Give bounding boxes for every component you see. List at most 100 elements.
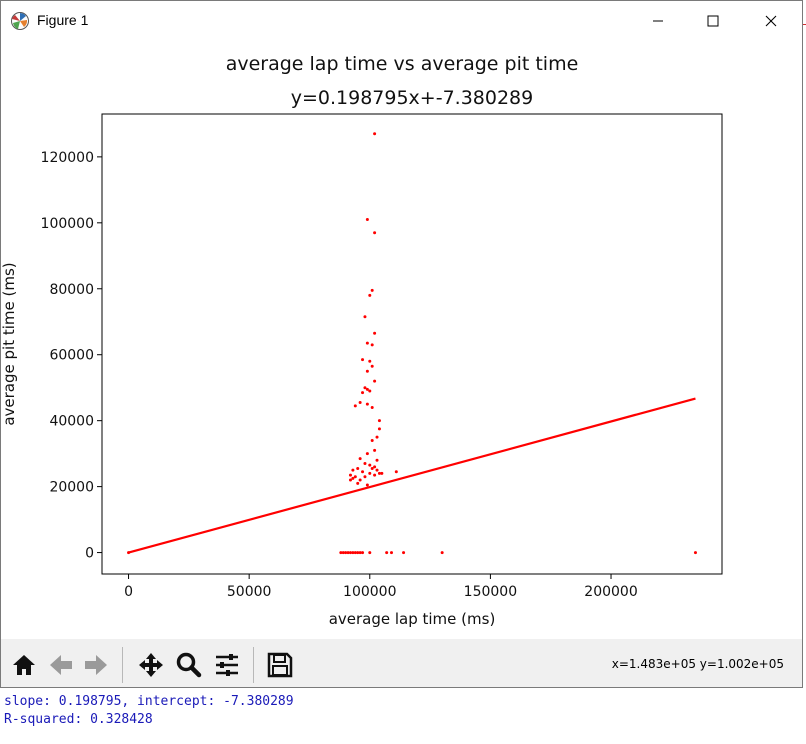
data-point bbox=[373, 465, 377, 469]
subplots-icon bbox=[216, 654, 238, 676]
zoom-icon bbox=[176, 652, 202, 678]
maximize-icon bbox=[707, 15, 719, 27]
y-tick-label: 20000 bbox=[49, 480, 94, 496]
y-ticks: 0 20000 40000 60000 80000 100000 120000 bbox=[41, 150, 102, 562]
data-point bbox=[394, 470, 398, 474]
home-icon bbox=[13, 655, 35, 675]
data-point bbox=[365, 341, 369, 345]
zoom-button[interactable] bbox=[173, 649, 205, 681]
data-point bbox=[363, 315, 367, 319]
data-point bbox=[370, 364, 374, 368]
toolbar-separator bbox=[253, 647, 254, 683]
data-point bbox=[358, 478, 362, 482]
data-point bbox=[365, 218, 369, 222]
data-point bbox=[356, 466, 360, 470]
console-output-line: R-squared: 0.328428 bbox=[4, 712, 153, 727]
data-point bbox=[361, 358, 365, 362]
points-group bbox=[127, 132, 697, 555]
data-point bbox=[363, 475, 367, 479]
back-button[interactable] bbox=[45, 649, 77, 681]
data-point bbox=[370, 405, 374, 409]
data-point bbox=[348, 551, 352, 555]
data-point bbox=[370, 343, 374, 347]
data-point bbox=[389, 551, 393, 555]
data-point bbox=[373, 379, 377, 383]
data-point bbox=[373, 331, 377, 335]
fit-line bbox=[128, 397, 696, 554]
data-point bbox=[365, 483, 369, 487]
data-point bbox=[353, 404, 357, 408]
fit-line-group bbox=[128, 397, 696, 554]
data-point bbox=[370, 466, 374, 470]
data-point bbox=[373, 132, 377, 136]
data-point bbox=[363, 386, 367, 390]
save-button[interactable] bbox=[264, 649, 296, 681]
data-point bbox=[363, 462, 367, 466]
data-point bbox=[368, 463, 372, 467]
x-tick-label: 150000 bbox=[464, 584, 517, 600]
save-icon bbox=[267, 652, 293, 678]
pan-button[interactable] bbox=[135, 649, 167, 681]
close-icon bbox=[765, 15, 777, 27]
data-point bbox=[351, 468, 355, 472]
data-point bbox=[385, 551, 389, 555]
y-tick-label: 0 bbox=[85, 546, 94, 562]
data-point bbox=[353, 475, 357, 479]
maximize-button[interactable] bbox=[690, 1, 736, 41]
minimize-icon bbox=[653, 20, 663, 22]
data-point bbox=[356, 481, 360, 485]
data-point bbox=[368, 551, 372, 555]
data-point bbox=[375, 435, 379, 439]
x-tick-label: 100000 bbox=[343, 584, 396, 600]
data-point bbox=[373, 231, 377, 235]
data-point bbox=[358, 551, 362, 555]
scatter-plot: average lap time vs average pit time y=0… bbox=[0, 53, 723, 628]
home-button[interactable] bbox=[8, 649, 40, 681]
data-point bbox=[377, 471, 381, 475]
pan-icon bbox=[139, 653, 163, 677]
data-point bbox=[348, 478, 352, 482]
x-tick-label: 0 bbox=[124, 584, 133, 600]
title-bar[interactable]: Figure 1 bbox=[1, 1, 802, 41]
data-point bbox=[370, 438, 374, 442]
close-button[interactable] bbox=[748, 1, 794, 41]
data-point bbox=[373, 473, 377, 477]
data-point bbox=[361, 551, 365, 555]
cursor-coordinates: x=1.483e+05 y=1.002e+05 bbox=[611, 657, 784, 671]
data-point bbox=[380, 471, 384, 475]
background-window-edge bbox=[803, 24, 806, 29]
x-axis-label: average lap time (ms) bbox=[329, 610, 496, 628]
data-point bbox=[373, 448, 377, 452]
data-point bbox=[361, 391, 365, 395]
data-point bbox=[375, 458, 379, 462]
data-point bbox=[368, 359, 372, 363]
data-point bbox=[348, 473, 352, 477]
data-point bbox=[377, 419, 381, 423]
y-tick-label: 40000 bbox=[49, 414, 94, 430]
axes-frame bbox=[101, 113, 723, 575]
window-title: Figure 1 bbox=[37, 12, 89, 28]
data-point bbox=[693, 551, 697, 555]
data-point bbox=[365, 402, 369, 406]
figure-window: Figure 1 average lap time vs average pit… bbox=[0, 0, 803, 688]
data-point bbox=[358, 401, 362, 405]
x-ticks: 0 50000 100000 150000 200000 bbox=[124, 574, 638, 600]
navigation-toolbar: x=1.483e+05 y=1.002e+05 bbox=[1, 639, 802, 687]
y-tick-label: 120000 bbox=[41, 150, 94, 166]
data-point bbox=[344, 551, 348, 555]
forward-button[interactable] bbox=[80, 649, 112, 681]
minimize-button[interactable] bbox=[635, 1, 681, 41]
figure-canvas[interactable]: average lap time vs average pit time y=0… bbox=[0, 41, 802, 639]
data-point bbox=[368, 471, 372, 475]
data-point bbox=[346, 551, 350, 555]
data-point bbox=[365, 387, 369, 391]
data-point bbox=[365, 369, 369, 373]
data-point bbox=[370, 288, 374, 292]
matplotlib-icon bbox=[11, 12, 29, 30]
subplots-button[interactable] bbox=[211, 649, 243, 681]
data-point bbox=[368, 293, 372, 297]
x-tick-label: 200000 bbox=[584, 584, 637, 600]
forward-arrow-icon bbox=[85, 655, 107, 675]
data-point bbox=[361, 470, 365, 474]
y-tick-label: 80000 bbox=[49, 282, 94, 298]
